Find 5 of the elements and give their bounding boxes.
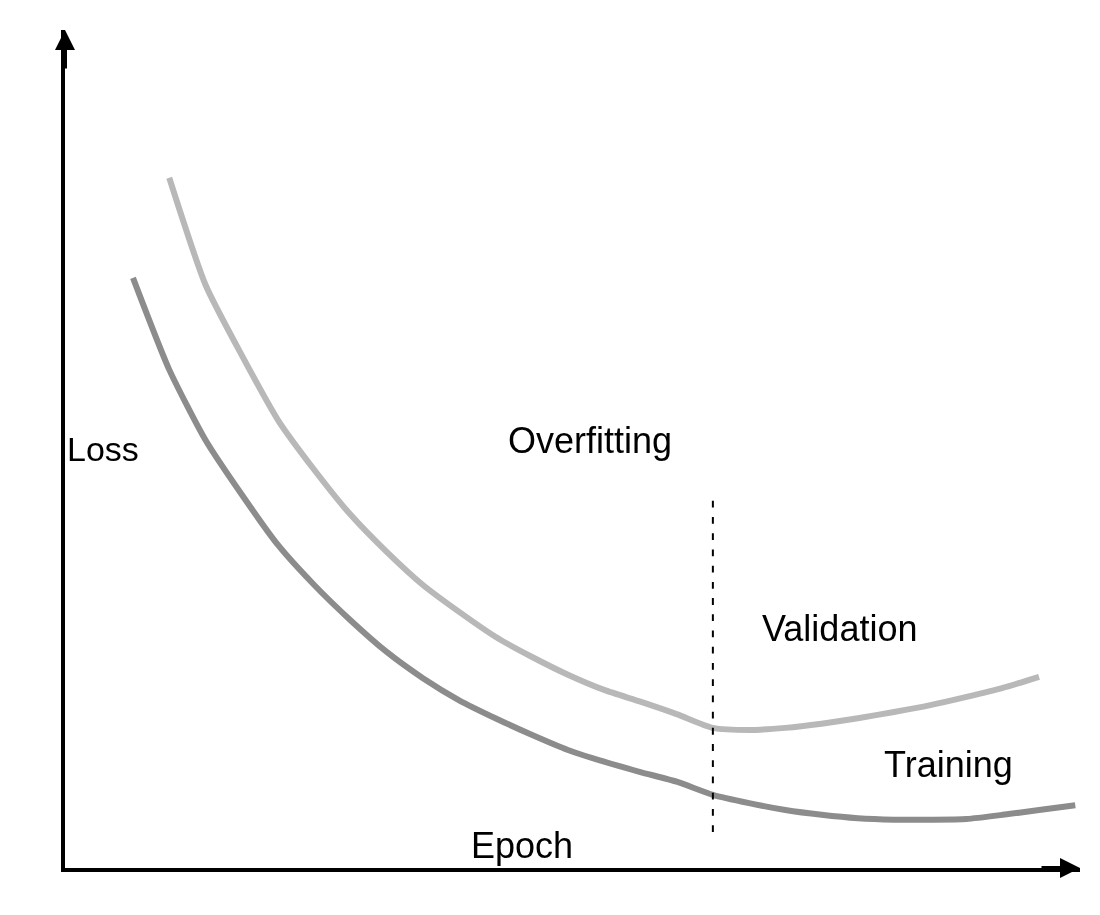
series-label: Validation [762, 608, 918, 649]
series-label: Training [884, 744, 1013, 785]
annotation: Overfitting [508, 420, 673, 461]
x-axis-title: Epoch [471, 825, 574, 866]
y-axis-title: Loss [67, 430, 139, 468]
